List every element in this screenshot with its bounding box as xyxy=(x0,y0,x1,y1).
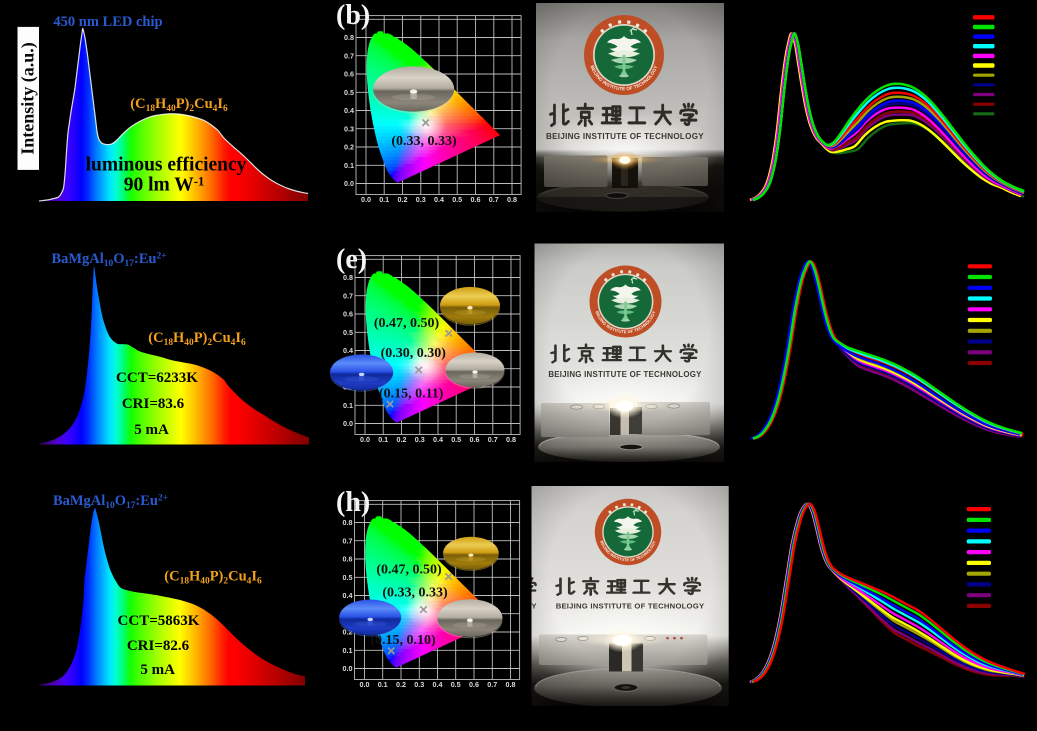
svg-text:(0.47, 0.50): (0.47, 0.50) xyxy=(374,316,440,331)
svg-text:(C18H40P)2Cu4I6: (C18H40P)2Cu4I6 xyxy=(164,569,262,587)
svg-text:5 mA: 5 mA xyxy=(134,422,169,438)
svg-text:luminous efficiency: luminous efficiency xyxy=(86,155,247,176)
svg-text:CRI=82.6: CRI=82.6 xyxy=(127,638,190,654)
svg-text:(C18H40P)2Cu4I6: (C18H40P)2Cu4I6 xyxy=(130,96,228,114)
svg-text:(0.47, 0.50): (0.47, 0.50) xyxy=(376,563,442,578)
svg-text:5 mA: 5 mA xyxy=(140,662,175,678)
svg-text:(0.30, 0.30): (0.30, 0.30) xyxy=(381,346,447,361)
svg-text:(e): (e) xyxy=(336,244,367,275)
svg-text:450 nm LED chip: 450 nm LED chip xyxy=(53,14,162,30)
svg-text:(0.15, 0.10): (0.15, 0.10) xyxy=(370,633,436,648)
svg-text:BaMgAl10O17:Eu2+: BaMgAl10O17:Eu2+ xyxy=(51,251,166,269)
svg-text:CRI=83.6: CRI=83.6 xyxy=(122,396,185,412)
svg-text:CCT=6233K: CCT=6233K xyxy=(116,370,198,386)
svg-text:(0.33, 0.33): (0.33, 0.33) xyxy=(382,586,448,601)
svg-text:(0.15, 0.11): (0.15, 0.11) xyxy=(379,387,444,402)
svg-text:(0.33, 0.33): (0.33, 0.33) xyxy=(391,134,457,149)
svg-text:Intensity (a.u.): Intensity (a.u.) xyxy=(18,42,39,155)
svg-text:CCT=5863K: CCT=5863K xyxy=(118,613,200,629)
svg-text:90 lm W-1: 90 lm W-1 xyxy=(124,175,205,196)
svg-text:(C18H40P)2Cu4I6: (C18H40P)2Cu4I6 xyxy=(148,330,246,348)
svg-text:BaMgAl10O17:Eu2+: BaMgAl10O17:Eu2+ xyxy=(53,493,168,511)
svg-text:(b): (b) xyxy=(336,0,370,31)
svg-text:(h): (h) xyxy=(336,487,370,518)
